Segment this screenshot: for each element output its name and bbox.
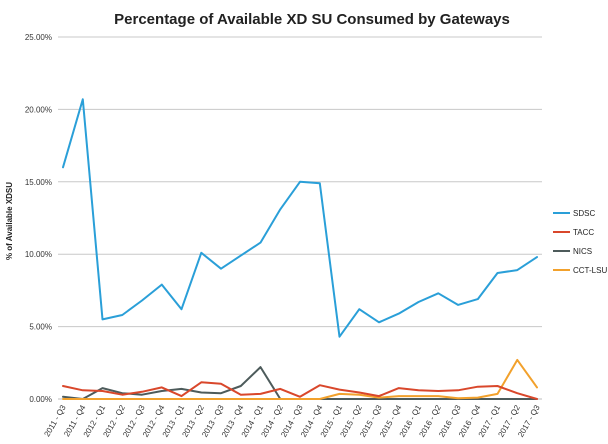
series-line-sdsc — [62, 98, 538, 338]
legend-label: SDSC — [573, 209, 595, 218]
y-tick-label: 10.00% — [25, 250, 52, 259]
y-axis-ticks: 0.00% 5.00% 10.00% 15.00% 20.00% 25.00% — [25, 33, 52, 404]
legend-label: NICS — [573, 247, 592, 256]
y-tick-label: 20.00% — [25, 105, 52, 114]
legend-label: TACC — [573, 228, 594, 237]
y-tick-label: 0.00% — [29, 395, 52, 404]
y-tick-label: 5.00% — [29, 323, 52, 332]
legend: SDSC TACC NICS CCT-LSU — [553, 209, 607, 275]
y-axis-label: % of Available XDSU — [5, 182, 14, 260]
legend-label: CCT-LSU — [573, 266, 607, 275]
chart-title: Percentage of Available XD SU Consumed b… — [114, 11, 510, 28]
series-line-tacc — [62, 381, 538, 400]
y-tick-label: 15.00% — [25, 178, 52, 187]
y-tick-label: 25.00% — [25, 33, 52, 42]
series-line-nics — [62, 366, 538, 400]
series-line-cct-lsu — [62, 358, 538, 400]
series-lines — [62, 98, 538, 400]
